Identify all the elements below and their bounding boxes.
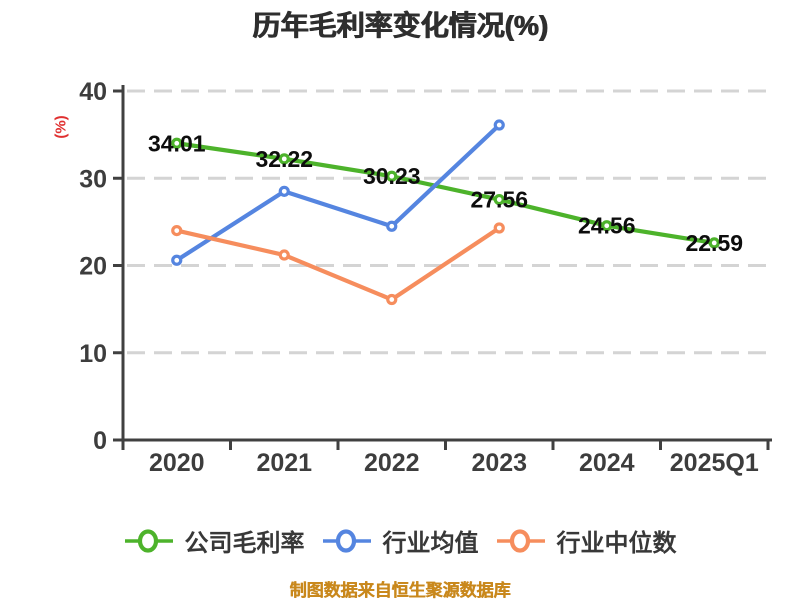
data-label-company-gross-margin-2020: 34.01 — [148, 130, 206, 156]
series-line-industry-median — [174, 225, 502, 302]
x-tick-label-2022: 2022 — [364, 449, 420, 477]
point-industry-average-2022 — [386, 220, 398, 232]
data-label-company-gross-margin-2023: 27.56 — [470, 187, 528, 213]
legend-label-industry-average: 行业均值 — [382, 530, 479, 557]
data-label-company-gross-margin-2022: 30.23 — [363, 163, 421, 189]
legend-label-industry-median: 行业中位数 — [556, 530, 677, 557]
point-industry-average-2021 — [278, 185, 290, 197]
legend-line-marker-icon — [496, 528, 545, 553]
y-tick-label-30: 30 — [79, 165, 107, 193]
point-company-gross-margin-2021 — [278, 153, 290, 165]
legend: 公司毛利率 行业均值 行业中位数 — [0, 523, 800, 558]
point-company-gross-margin-2023 — [493, 193, 505, 206]
legend-line-marker-icon — [124, 528, 173, 553]
plot-area: 0 10 20 30 40 2020 2021 2022 2023 2024 2025Q1 34.01… — [79, 78, 772, 477]
point-company-gross-margin-2024 — [601, 220, 613, 232]
data-label-company-gross-margin-2025Q1: 22.59 — [685, 230, 743, 256]
point-company-gross-margin-2022 — [386, 170, 398, 182]
y-tick-label-40: 40 — [79, 78, 107, 106]
point-company-gross-margin-2020 — [171, 137, 183, 149]
legend-label-company-gross-margin: 公司毛利率 — [184, 530, 305, 557]
data-source-note: 制图数据来自恒生聚源数据库 — [289, 581, 511, 600]
y-tick-label-20: 20 — [79, 253, 107, 281]
legend-item-industry-median: 行业中位数 — [496, 523, 677, 558]
series-line-industry-average — [174, 122, 502, 263]
x-tick-label-2023: 2023 — [471, 449, 527, 477]
y-tick-label-10: 10 — [79, 340, 107, 368]
series-line-company-gross-margin — [174, 141, 717, 246]
x-tick-label-2024: 2024 — [579, 449, 635, 477]
x-tick-label-2025Q1: 2025Q1 — [670, 449, 759, 477]
point-industry-average-2023 — [493, 119, 505, 131]
data-label-company-gross-margin-2021: 32.22 — [255, 146, 313, 172]
x-tick-label-2021: 2021 — [256, 449, 312, 477]
point-industry-median-2021 — [278, 249, 290, 261]
point-industry-median-2023 — [493, 222, 505, 234]
legend-item-industry-average: 行业均值 — [322, 523, 479, 558]
y-tick-label-0: 0 — [93, 427, 107, 455]
legend-item-company-gross-margin: 公司毛利率 — [124, 523, 305, 558]
point-industry-median-2022 — [386, 293, 398, 306]
data-label-company-gross-margin-2024: 24.56 — [578, 213, 636, 239]
legend-line-marker-icon — [322, 528, 371, 553]
chart-title: 历年毛利率变化情况(%) — [252, 10, 548, 41]
point-industry-median-2020 — [171, 225, 183, 237]
point-industry-average-2020 — [171, 254, 183, 266]
x-tick-label-2020: 2020 — [149, 449, 205, 477]
point-company-gross-margin-2025Q1 — [708, 237, 720, 249]
